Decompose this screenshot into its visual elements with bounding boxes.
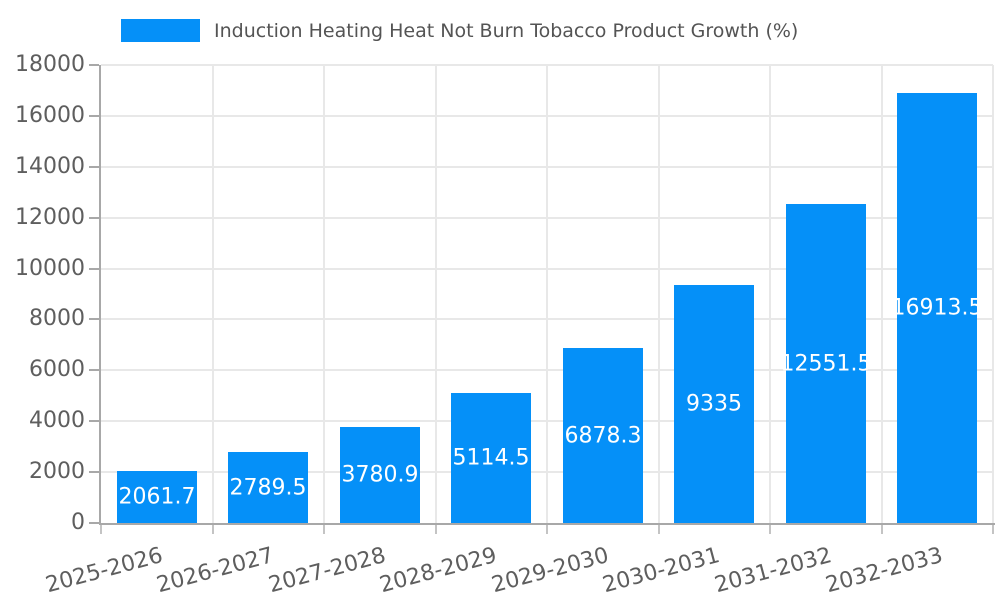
gridline-vertical bbox=[769, 65, 771, 523]
y-tick-label: 14000 bbox=[15, 153, 85, 179]
y-tick-label: 10000 bbox=[15, 255, 85, 281]
bar[interactable]: 6878.3 bbox=[563, 348, 643, 523]
bar[interactable]: 9335 bbox=[674, 285, 754, 523]
y-tick-label: 12000 bbox=[15, 204, 85, 230]
y-tick-mark bbox=[89, 64, 99, 66]
y-tick-label: 0 bbox=[71, 510, 85, 535]
x-tick-mark bbox=[212, 525, 214, 534]
gridline-vertical bbox=[658, 65, 660, 523]
y-tick-label: 8000 bbox=[29, 306, 85, 332]
gridline-vertical bbox=[992, 65, 994, 523]
x-tick-mark bbox=[435, 525, 437, 534]
y-tick-mark bbox=[89, 471, 99, 474]
bar-value-label: 2061.7 bbox=[118, 484, 196, 510]
bar-value-label: 5114.5 bbox=[452, 445, 530, 471]
x-tick-label: 2031-2032 bbox=[711, 543, 835, 599]
y-tick-mark bbox=[89, 216, 99, 219]
y-tick-mark bbox=[89, 267, 99, 270]
gridline-vertical bbox=[881, 65, 883, 523]
bar[interactable]: 3780.9 bbox=[340, 427, 420, 523]
x-tick-label: 2030-2031 bbox=[600, 543, 723, 599]
x-axis-line bbox=[99, 523, 995, 525]
x-tick-mark bbox=[100, 525, 102, 534]
bar[interactable]: 16913.5 bbox=[892, 93, 982, 523]
bar-value-label: 2789.5 bbox=[229, 475, 307, 500]
bar[interactable]: 12551.5 bbox=[781, 204, 871, 523]
bar-value-label: 16913.5 bbox=[891, 295, 983, 321]
y-tick-mark bbox=[89, 165, 99, 168]
gridline-vertical bbox=[435, 65, 437, 523]
x-tick-label: 2027-2028 bbox=[265, 543, 389, 599]
gridline-vertical bbox=[323, 65, 325, 523]
bar-value-label: 12551.5 bbox=[780, 351, 872, 376]
bar-value-label: 9335 bbox=[686, 391, 742, 417]
y-tick-mark bbox=[89, 318, 99, 321]
y-tick-label: 16000 bbox=[15, 102, 85, 128]
gridline-vertical bbox=[212, 65, 214, 523]
legend-swatch bbox=[121, 19, 200, 42]
y-tick-mark bbox=[89, 369, 99, 372]
bar[interactable]: 5114.5 bbox=[451, 393, 531, 523]
x-tick-label: 2025-2026 bbox=[42, 543, 166, 599]
x-tick-label: 2032-2033 bbox=[823, 543, 946, 599]
legend[interactable]: Induction Heating Heat Not Burn Tobacco … bbox=[121, 19, 798, 42]
y-axis-line bbox=[99, 65, 101, 525]
x-tick-mark bbox=[323, 525, 325, 534]
y-tick-mark bbox=[89, 420, 99, 423]
gridline-vertical bbox=[546, 65, 548, 523]
x-tick-label: 2026-2027 bbox=[154, 543, 277, 599]
y-tick-mark bbox=[89, 522, 99, 524]
y-tick-mark bbox=[89, 114, 99, 117]
x-tick-mark bbox=[546, 525, 548, 534]
x-tick-mark bbox=[769, 525, 771, 534]
y-tick-label: 2000 bbox=[29, 459, 85, 485]
x-tick-mark bbox=[881, 525, 883, 534]
bar[interactable]: 2789.5 bbox=[228, 452, 308, 523]
x-tick-label: 2029-2030 bbox=[488, 543, 612, 599]
plot-area: 2061.7 2789.5 3780.9 5114.5 6878.3 9335 12551.… bbox=[15, 52, 995, 598]
y-tick-label: 6000 bbox=[29, 357, 85, 383]
y-tick-label: 4000 bbox=[29, 408, 85, 434]
x-tick-mark bbox=[658, 525, 660, 534]
bar[interactable]: 2061.7 bbox=[117, 471, 197, 523]
legend-label: Induction Heating Heat Not Burn Tobacco … bbox=[214, 19, 799, 42]
y-tick-label: 18000 bbox=[15, 52, 85, 77]
x-tick-label: 2028-2029 bbox=[377, 543, 500, 599]
bar-value-label: 6878.3 bbox=[564, 423, 642, 448]
bar-value-label: 3780.9 bbox=[341, 462, 419, 488]
x-tick-mark bbox=[992, 525, 994, 534]
